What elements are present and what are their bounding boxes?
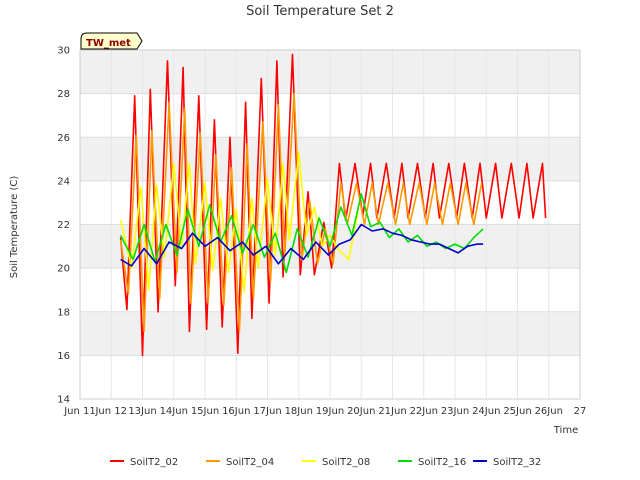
x-tick-label: 21Jun: [378, 406, 406, 417]
y-tick-label: 22: [57, 220, 70, 231]
x-tick-label: 16Jun: [222, 406, 250, 417]
series-line-SoilT2_04: [119, 92, 483, 333]
legend-item-SoilT2_32: SoilT2_32: [473, 457, 541, 468]
x-tick-label: 22Jun: [410, 406, 438, 417]
tick-labels: 14 16 18 20 22 24 26 28 30 Jun 11 Jun 12 13Jun 14Jun…: [57, 46, 586, 418]
plot-frame: [79, 49, 581, 400]
legend-label: SoilT2_02: [130, 457, 178, 468]
x-tick-label: 24Jun: [472, 406, 500, 417]
x-tick-label: 23Jun: [441, 406, 469, 417]
y-tick-label: 28: [57, 89, 70, 100]
y-tick-label: 26: [57, 133, 70, 144]
legend-item-SoilT2_08: SoilT2_08: [302, 457, 370, 468]
x-tick-label: 19Jun: [316, 406, 344, 417]
series-line-SoilT2_16: [119, 193, 484, 274]
y-tick-label: 16: [57, 351, 70, 362]
series-line-SoilT2_08: [119, 151, 359, 293]
x-tick-label: 14Jun: [160, 406, 188, 417]
x-tick-label: 20Jun: [347, 406, 375, 417]
legend-item-SoilT2_16: SoilT2_16: [398, 457, 466, 468]
y-tick-label: 24: [57, 176, 70, 187]
x-tick-label: Jun 12: [94, 406, 127, 417]
x-tick-label: 17Jun: [253, 406, 281, 417]
legend-label: SoilT2_16: [418, 457, 466, 468]
y-tick-label: 18: [57, 307, 70, 318]
x-tick-label: 27: [574, 406, 587, 417]
y-tick-label: 30: [57, 46, 70, 57]
legend-label: SoilT2_32: [493, 457, 541, 468]
x-tick-label: 26Jun: [535, 406, 563, 417]
x-axis-label: Time: [553, 425, 578, 436]
x-tick-label: 13Jun: [128, 406, 156, 417]
legend-item-SoilT2_02: SoilT2_02: [110, 457, 178, 468]
x-tick-label: 15Jun: [191, 406, 219, 417]
legend-label: SoilT2_04: [226, 457, 274, 468]
series-line-SoilT2_32: [120, 223, 484, 267]
legend-item-SoilT2_04: SoilT2_04: [206, 457, 274, 468]
station-label-box: TW_met: [80, 32, 143, 50]
y-axis-label: Soil Temperature (C): [9, 176, 20, 279]
x-tick-label: 18Jun: [285, 406, 313, 417]
y-tick-label: 20: [57, 264, 70, 275]
y-tick-label: 14: [57, 395, 70, 406]
station-label: TW_met: [86, 38, 131, 49]
axes: [79, 49, 581, 400]
legend-label: SoilT2_08: [322, 457, 370, 468]
x-tick-label: 25Jun: [503, 406, 531, 417]
legend: SoilT2_02 SoilT2_04 SoilT2_08 SoilT2_16 Soil…: [110, 457, 541, 468]
x-tick-label: Jun 11: [63, 406, 96, 417]
series-layer: [119, 53, 547, 357]
chart-title: Soil Temperature Set 2: [246, 4, 394, 19]
